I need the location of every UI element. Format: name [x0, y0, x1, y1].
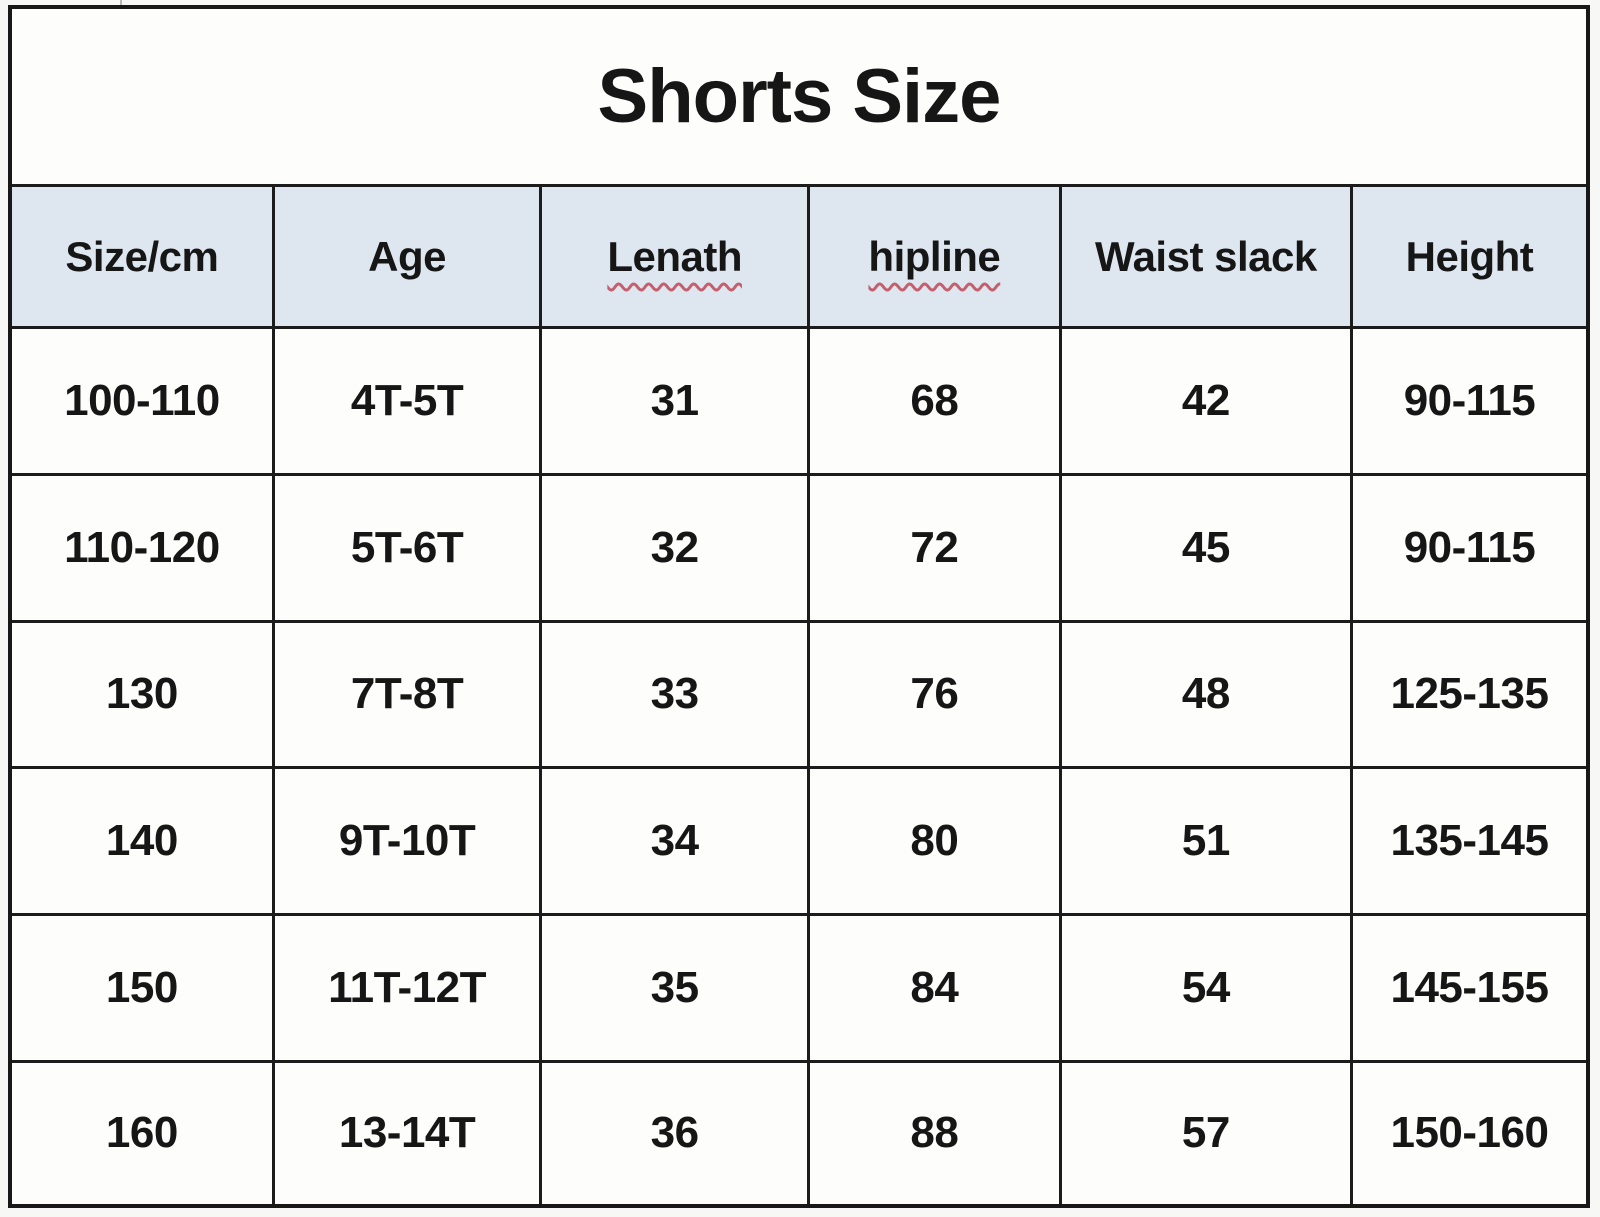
- table-cell: 84: [806, 913, 1062, 1063]
- table-cell: 33: [539, 619, 810, 770]
- header-cell-hipline: hipline: [806, 184, 1062, 329]
- table-cell: 9T-10T: [271, 766, 543, 917]
- table-cell: 32: [539, 472, 810, 623]
- table-row: 140 9T-10T 34 80 51 135-145: [12, 766, 1586, 917]
- top-margin-tick: [120, 0, 122, 6]
- table-cell: 110-120: [12, 472, 275, 623]
- header-cell-age: Age: [271, 184, 543, 329]
- table-cell: 150: [12, 913, 275, 1063]
- title-band: Shorts Size: [12, 9, 1586, 184]
- table-cell: 45: [1058, 472, 1353, 623]
- chart-title: Shorts Size: [597, 54, 1002, 139]
- table-cell: 4T-5T: [271, 326, 543, 476]
- table-cell: 160: [12, 1059, 275, 1204]
- table-cell: 34: [539, 766, 810, 917]
- table-cell: 72: [806, 472, 1062, 623]
- table-cell: 125-135: [1349, 619, 1586, 770]
- table-cell: 51: [1058, 766, 1353, 917]
- header-label-misspelled: hipline: [868, 232, 1001, 280]
- table-row: 110-120 5T-6T 32 72 45 90-115: [12, 472, 1586, 623]
- table-row: 150 11T-12T 35 84 54 145-155: [12, 913, 1586, 1063]
- table-cell: 76: [806, 619, 1062, 770]
- table-cell: 88: [806, 1059, 1062, 1204]
- table-cell: 68: [806, 326, 1062, 476]
- table-cell: 42: [1058, 326, 1353, 476]
- table-cell: 80: [806, 766, 1062, 917]
- header-row: Size/cm Age Lenath hipline Waist slack H…: [12, 184, 1586, 329]
- table-row: 160 13-14T 36 88 57 150-160: [12, 1059, 1586, 1204]
- table-cell: 31: [539, 326, 810, 476]
- header-cell-length: Lenath: [539, 184, 810, 329]
- header-label: Age: [368, 232, 446, 280]
- table-body: 100-110 4T-5T 31 68 42 90-115 110-120 5T…: [12, 326, 1586, 1204]
- table-cell: 36: [539, 1059, 810, 1204]
- table-cell: 7T-8T: [271, 619, 543, 770]
- table-cell: 13-14T: [271, 1059, 543, 1204]
- table-cell: 140: [12, 766, 275, 917]
- table-cell: 130: [12, 619, 275, 770]
- table-cell: 90-115: [1349, 472, 1586, 623]
- table-cell: 145-155: [1349, 913, 1586, 1063]
- table-row: 100-110 4T-5T 31 68 42 90-115: [12, 326, 1586, 476]
- header-cell-waist-slack: Waist slack: [1058, 184, 1353, 329]
- header-label: Size/cm: [65, 232, 219, 280]
- size-table: Size/cm Age Lenath hipline Waist slack H…: [12, 184, 1586, 1204]
- table-cell: 90-115: [1349, 326, 1586, 476]
- header-label-misspelled: Lenath: [607, 232, 742, 280]
- size-chart-frame: Shorts Size Size/cm Age Lenath hipline W…: [8, 5, 1590, 1208]
- header-cell-size-cm: Size/cm: [12, 184, 275, 329]
- table-cell: 100-110: [12, 326, 275, 476]
- table-cell: 5T-6T: [271, 472, 543, 623]
- table-cell: 48: [1058, 619, 1353, 770]
- table-cell: 35: [539, 913, 810, 1063]
- table-cell: 135-145: [1349, 766, 1586, 917]
- header-cell-height: Height: [1349, 184, 1586, 329]
- header-label: Height: [1405, 232, 1534, 280]
- table-cell: 150-160: [1349, 1059, 1586, 1204]
- table-cell: 54: [1058, 913, 1353, 1063]
- table-cell: 11T-12T: [271, 913, 543, 1063]
- table-header: Size/cm Age Lenath hipline Waist slack H…: [12, 184, 1586, 329]
- table-cell: 57: [1058, 1059, 1353, 1204]
- header-label: Waist slack: [1094, 232, 1317, 280]
- table-row: 130 7T-8T 33 76 48 125-135: [12, 619, 1586, 770]
